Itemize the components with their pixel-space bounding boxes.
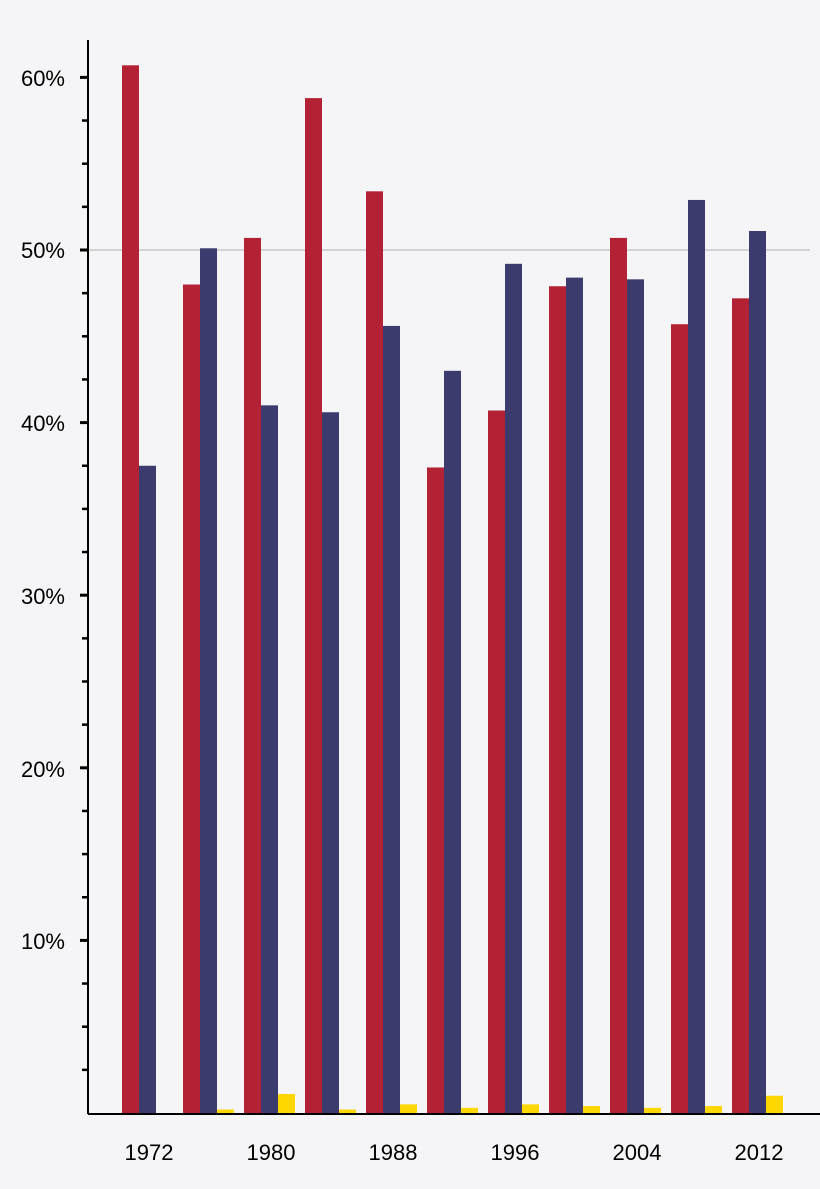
bar-1980-series-3	[278, 1094, 295, 1113]
x-tick-label: 1980	[247, 1140, 296, 1165]
bar-1976-series-2	[200, 248, 217, 1114]
bar-2012-series-2	[749, 231, 766, 1114]
bars-group	[122, 65, 783, 1114]
y-tick-label: 60%	[21, 66, 65, 91]
y-tick-label: 50%	[21, 238, 65, 263]
bar-2004-series-3	[644, 1107, 661, 1113]
bar-1984-series-1	[305, 98, 322, 1113]
bar-1992-series-2	[444, 370, 461, 1113]
bar-1976-series-3	[217, 1109, 234, 1113]
y-tick-label: 40%	[21, 411, 65, 436]
x-tick-label: 2012	[735, 1140, 784, 1165]
bar-1980-series-2	[261, 405, 278, 1114]
bar-2012-series-3	[766, 1095, 783, 1113]
bar-1996-series-1	[488, 410, 505, 1113]
bar-2008-series-2	[688, 199, 705, 1114]
bar-2012-series-1	[732, 298, 749, 1113]
bar-2004-series-2	[627, 279, 644, 1113]
x-tick-label: 1988	[369, 1140, 418, 1165]
x-tick-label: 2004	[613, 1140, 662, 1165]
bar-2000-series-1	[549, 286, 566, 1114]
bar-1988-series-3	[400, 1104, 417, 1113]
bar-2000-series-2	[566, 277, 583, 1114]
bar-1976-series-1	[183, 284, 200, 1113]
x-tick-labels: 1972 1980 1988 1996 2004 2012	[125, 1140, 784, 1165]
y-tick-label: 30%	[21, 584, 65, 609]
y-tick-labels: 10% 20% 30% 40% 50% 60%	[21, 66, 65, 954]
bar-1984-series-2	[322, 412, 339, 1113]
bar-2008-series-3	[705, 1106, 722, 1113]
x-tick-label: 1972	[125, 1140, 174, 1165]
bar-1992-series-3	[461, 1107, 478, 1113]
bar-1972-series-1	[122, 65, 139, 1114]
bar-1996-series-2	[505, 263, 522, 1114]
bar-2000-series-3	[583, 1106, 600, 1113]
bar-2008-series-1	[671, 324, 688, 1113]
bar-1988-series-1	[366, 191, 383, 1114]
bar-1980-series-1	[244, 237, 261, 1114]
bar-1988-series-2	[383, 325, 400, 1114]
bar-1992-series-1	[427, 467, 444, 1113]
y-tick-label: 10%	[21, 929, 65, 954]
bar-1996-series-3	[522, 1104, 539, 1113]
bar-1972-series-2	[139, 465, 156, 1113]
x-tick-label: 1996	[491, 1140, 540, 1165]
bar-2004-series-1	[610, 237, 627, 1114]
bar-1984-series-3	[339, 1109, 356, 1113]
y-tick-label: 20%	[21, 757, 65, 782]
